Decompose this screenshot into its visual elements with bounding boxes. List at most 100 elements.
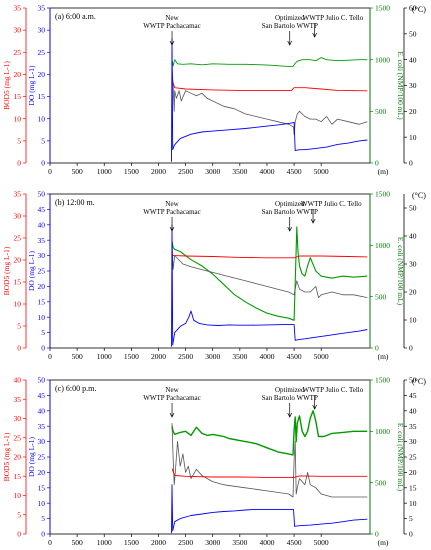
annotation-text: WWTP Pachacamac: [143, 22, 200, 30]
bod-tick-label: 15: [14, 278, 22, 287]
do-tick-label: 15: [38, 92, 46, 101]
temp-tick-label: 25: [409, 453, 417, 462]
plot-frame: [49, 7, 371, 164]
ecoli-tick-label: 1000: [375, 55, 390, 64]
annotation-text: WWTP Julio C. Tello: [303, 386, 364, 394]
annotation-text: New: [165, 386, 179, 394]
panel-label: (c) 6:00 p.m.: [55, 384, 96, 393]
bod-tick-label: 20: [14, 256, 22, 265]
bod-tick-label: 15: [14, 92, 22, 101]
ecoli-tick-label: 1000: [375, 241, 390, 250]
bod-tick-label: 5: [17, 510, 21, 519]
ecoli-tick-label: 500: [375, 478, 387, 487]
x-tick-label: 4000: [259, 167, 274, 176]
bod-tick-label: 25: [14, 48, 22, 57]
temp-axis-label: (°C): [412, 377, 426, 386]
x-tick-label: 2500: [178, 352, 193, 361]
do-tick-label: 40: [38, 220, 46, 229]
bod-tick-label: 10: [14, 491, 22, 500]
x-tick-label: 3000: [205, 352, 220, 361]
temp-series-line: [171, 423, 368, 498]
annotation-text: San Bartolo WWTP: [262, 394, 318, 402]
x-tick-label: 4500: [287, 167, 302, 176]
do-tick-label: 25: [38, 48, 46, 57]
x-tick-label: 4500: [287, 352, 302, 361]
do-tick-label: 10: [38, 313, 46, 322]
do-tick-label: 35: [38, 422, 46, 431]
do-tick-label: 35: [38, 4, 46, 13]
do-tick-label: 10: [38, 499, 46, 508]
x-tick-label: 3500: [232, 352, 247, 361]
annotation-text: WWTP Julio C. Tello: [303, 14, 364, 22]
ecoli-tick-label: 0: [375, 159, 379, 168]
bod-tick-label: 10: [14, 300, 22, 309]
do-tick-label: 20: [38, 468, 46, 477]
x-tick-label: 0: [48, 167, 52, 176]
x-tick-label: 3500: [232, 538, 247, 547]
plot-frame: [49, 379, 371, 535]
annotation-arrowhead: [169, 40, 175, 46]
temp-tick-label: 20: [409, 107, 417, 116]
do-axis-label: DO (mg L-1): [27, 251, 36, 291]
do-tick-label: 0: [41, 159, 45, 168]
chart-panel-2: 0 500 1000 1500 2000 2500 3000 3500 4000 4500 5000…: [2, 190, 426, 361]
do-tick-label: 30: [38, 26, 46, 35]
do-series-line: [171, 38, 368, 162]
do-tick-label: 0: [41, 530, 45, 539]
x-tick-label: 4500: [287, 538, 302, 547]
x-tick-label: 5000: [314, 167, 329, 176]
ecoli-tick-label: 500: [375, 107, 387, 116]
ecoli-axis-label: E. coli (NMP/100 mL): [396, 237, 405, 306]
panel-label: (a) 6:00 a.m.: [55, 12, 96, 21]
temp-tick-label: 20: [409, 468, 417, 477]
temp-series-line: [171, 64, 368, 135]
annotation-text: WWTP Pachacamac: [143, 394, 200, 402]
ecoli-series-line: [171, 226, 368, 321]
temp-tick-label: 5: [409, 514, 413, 523]
temp-tick-label: 0: [409, 530, 413, 539]
do-tick-label: 10: [38, 114, 46, 123]
annotation-text: Optimized: [275, 200, 305, 208]
temp-tick-label: 45: [409, 391, 417, 400]
ecoli-series-line: [171, 410, 368, 456]
temp-tick-label: 50: [409, 376, 417, 385]
do-tick-label: 20: [38, 70, 46, 79]
do-tick-label: 0: [41, 344, 45, 353]
x-tick-label: 3500: [232, 167, 247, 176]
annotation-arrowhead: [312, 404, 317, 410]
x-tick-label: 4000: [259, 538, 274, 547]
temp-tick-label: 40: [409, 406, 417, 415]
x-tick-label: 1000: [97, 538, 112, 547]
temp-tick-label: 10: [409, 133, 417, 142]
bod-series-line: [171, 78, 368, 92]
x-unit-label: (m): [378, 167, 389, 176]
bod-tick-label: 30: [14, 414, 22, 423]
annotation-text: San Bartolo WWTP: [262, 208, 318, 216]
temp-tick-label: 50: [409, 204, 417, 213]
ecoli-tick-label: 1000: [375, 427, 390, 436]
x-tick-label: 2000: [151, 538, 166, 547]
x-tick-label: 2500: [178, 538, 193, 547]
bod-axis-label: BOD5 (mg L-1): [2, 246, 11, 295]
ecoli-axis-label: E. coli (NMP/100 mL): [396, 51, 405, 120]
ecoli-tick-label: 0: [375, 344, 379, 353]
x-tick-label: 1000: [97, 352, 112, 361]
bod-tick-label: 35: [14, 4, 22, 13]
temp-tick-label: 35: [409, 422, 417, 431]
bod-tick-label: 30: [14, 26, 22, 35]
x-tick-label: 500: [71, 167, 83, 176]
annotation-arrowhead: [287, 412, 293, 418]
bod-tick-label: 35: [14, 190, 22, 199]
bod-axis-label: BOD5 (mg L-1): [2, 432, 11, 481]
x-tick-label: 4000: [259, 352, 274, 361]
do-series-line: [171, 224, 368, 347]
x-tick-label: 500: [71, 538, 83, 547]
temp-tick-label: 30: [409, 260, 417, 269]
x-tick-label: 5000: [314, 538, 329, 547]
bod-tick-label: 0: [17, 530, 21, 539]
x-tick-label: 1500: [124, 352, 139, 361]
bod-tick-label: 0: [17, 344, 21, 353]
temp-tick-label: 10: [409, 316, 417, 325]
do-tick-label: 30: [38, 437, 46, 446]
